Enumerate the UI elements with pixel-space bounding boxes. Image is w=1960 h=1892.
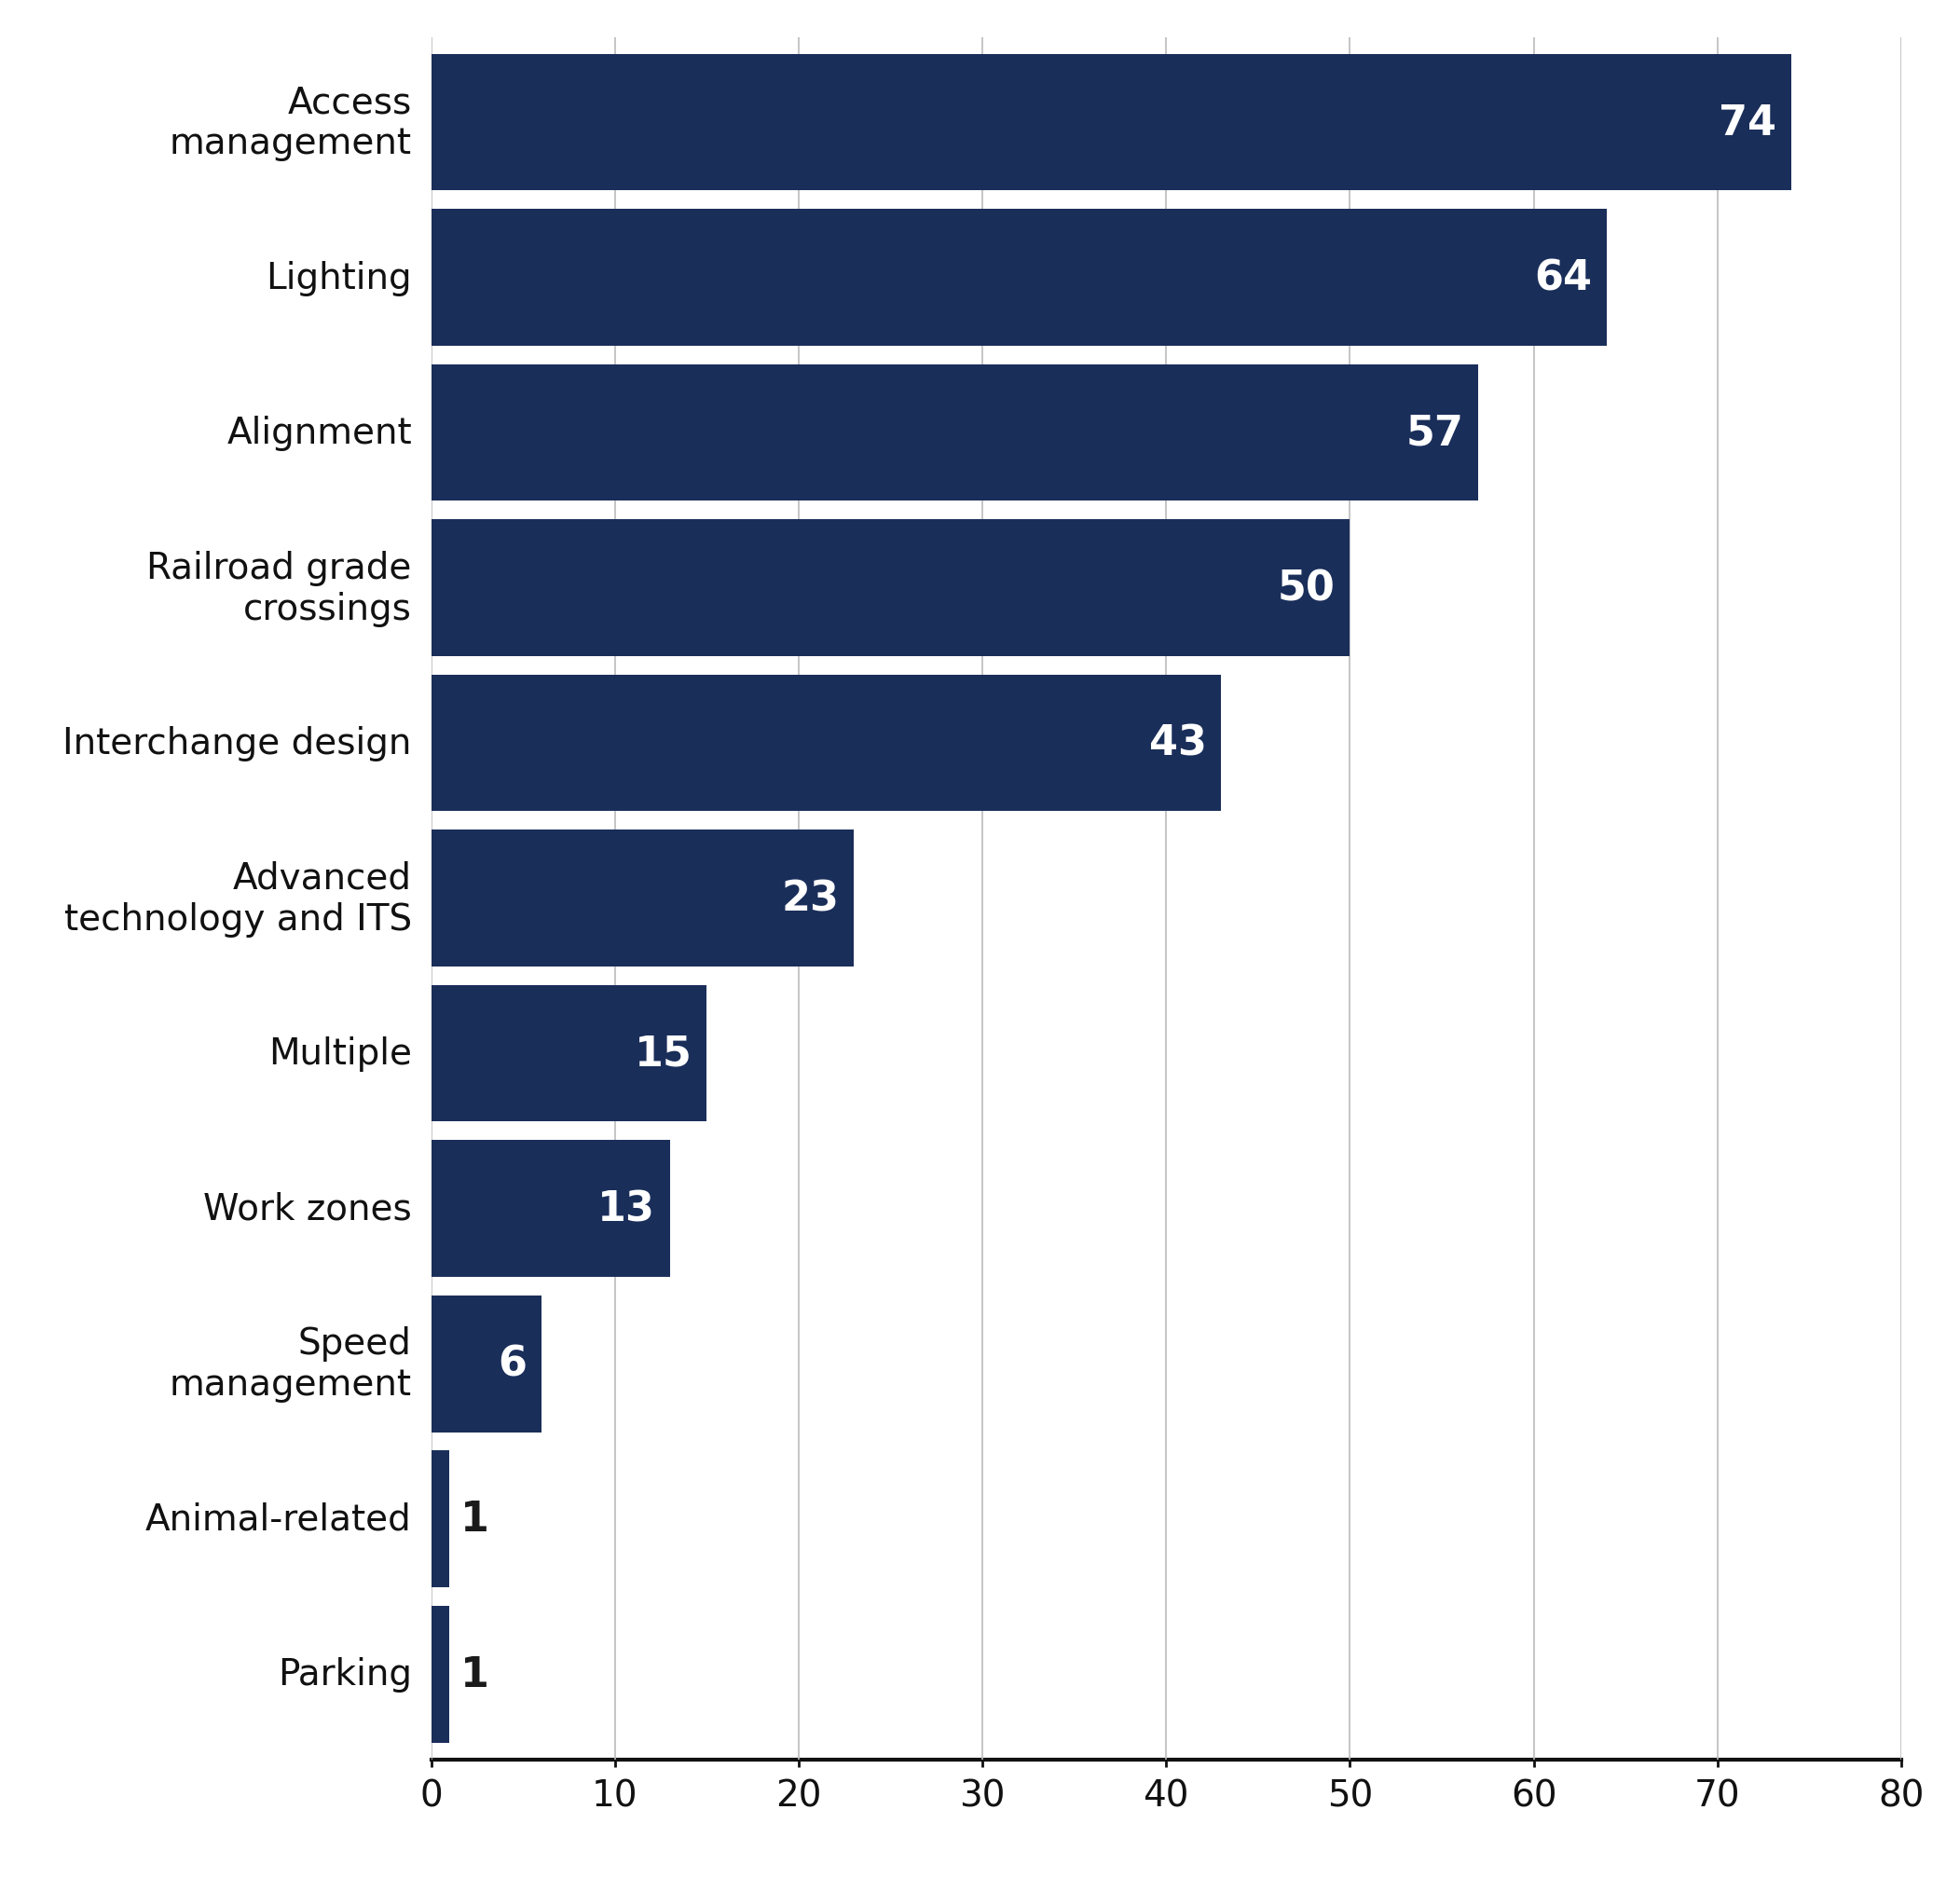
Text: 15: 15 <box>635 1033 692 1075</box>
Text: 43: 43 <box>1149 723 1207 764</box>
Bar <box>431 520 1350 657</box>
Text: 1: 1 <box>461 1498 490 1540</box>
Text: 74: 74 <box>1719 104 1776 144</box>
Bar <box>431 210 1607 346</box>
Text: 23: 23 <box>782 878 839 920</box>
Bar <box>431 986 708 1122</box>
Bar <box>431 55 1791 191</box>
Bar <box>431 1141 670 1277</box>
Text: 57: 57 <box>1405 412 1464 454</box>
Text: 50: 50 <box>1278 568 1335 609</box>
Bar <box>431 831 855 967</box>
Bar <box>431 1606 449 1743</box>
Text: 64: 64 <box>1535 257 1592 299</box>
Text: 1: 1 <box>461 1654 490 1693</box>
Bar <box>431 675 1221 812</box>
Text: 6: 6 <box>498 1343 527 1385</box>
Bar <box>431 365 1478 501</box>
Text: 13: 13 <box>598 1188 655 1230</box>
Bar <box>431 1296 541 1432</box>
Bar <box>431 1451 449 1587</box>
